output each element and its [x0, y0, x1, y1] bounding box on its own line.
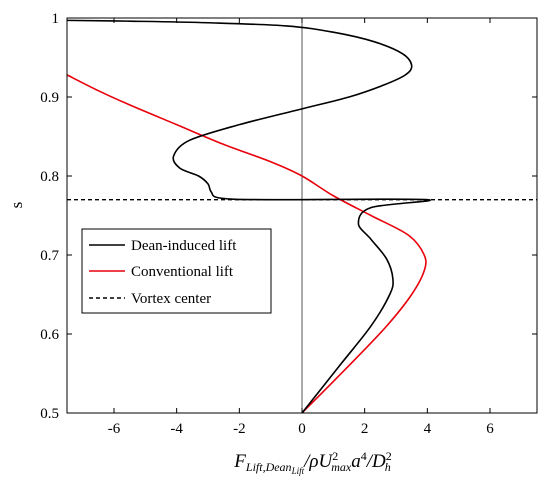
- x-label-force: F: [233, 451, 246, 472]
- x-label-density-velocity: /ρU: [303, 451, 333, 472]
- legend-label: Vortex center: [131, 291, 211, 307]
- x-label-radius-superscript: 4: [361, 449, 367, 463]
- legend-entry-dean-induced-lift: Dean-induced lift: [89, 238, 237, 254]
- x-label-diameter-superscript: 2: [386, 449, 392, 463]
- x-tick-label: 2: [361, 421, 369, 437]
- x-label-dean-subscript: Lift: [291, 466, 305, 476]
- legend-label: Conventional lift: [131, 264, 234, 280]
- x-tick-label: -4: [170, 421, 183, 437]
- x-label-velocity-subscript: max: [331, 460, 352, 474]
- y-axis-label: s: [7, 202, 26, 209]
- y-tick-label: 0.8: [40, 169, 59, 185]
- ticks-layer: -6 -4 -2 0 2 4 6 0.5 0.6 0.7 0.8 0.9 1: [40, 11, 537, 437]
- x-tick-label: 0: [298, 421, 306, 437]
- x-tick-label: 6: [486, 421, 494, 437]
- y-tick-label: 0.5: [40, 406, 59, 422]
- y-tick-label: 0.9: [40, 90, 59, 106]
- y-tick-label: 0.7: [40, 248, 59, 264]
- y-tick-label: 0.6: [40, 327, 59, 343]
- series-layer: [66, 19, 537, 414]
- legend-entry-conventional-lift: Conventional lift: [89, 264, 234, 280]
- legend: Dean-induced lift Conventional lift Vortex…: [81, 228, 272, 314]
- x-label-radius: a: [351, 451, 361, 472]
- x-label-force-subscript: Lift,Dean: [245, 460, 292, 474]
- x-tick-label: 4: [424, 421, 432, 437]
- x-axis-label: FLift,DeanLift/ρU2 maxa4/D2 h: [233, 449, 391, 476]
- legend-label: Dean-induced lift: [131, 238, 237, 254]
- y-tick-label: 1: [52, 11, 60, 27]
- x-tick-label: -6: [108, 421, 121, 437]
- legend-entries: Dean-induced lift Conventional lift Vortex…: [89, 238, 237, 307]
- x-label-velocity-superscript: 2: [332, 449, 338, 463]
- x-tick-label: -2: [233, 421, 246, 437]
- x-label-diameter: /D: [366, 451, 386, 472]
- x-label-diameter-subscript: h: [385, 460, 391, 474]
- series-line-conventional-lift: [66, 74, 427, 414]
- series-line-dean-induced-lift: [66, 19, 431, 414]
- legend-entry-vortex-center: Vortex center: [89, 291, 211, 307]
